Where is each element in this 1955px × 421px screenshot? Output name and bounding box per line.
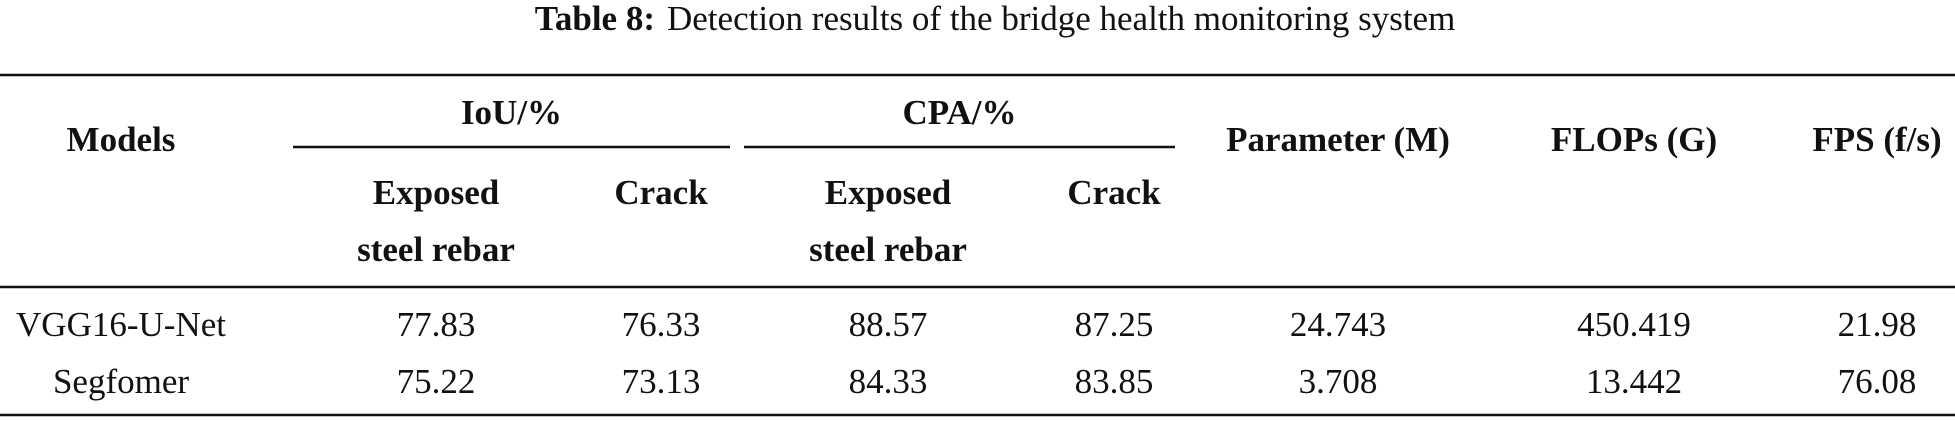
table-cell: 84.33 bbox=[849, 362, 928, 401]
table-cell: 75.22 bbox=[397, 362, 476, 401]
header-cell: Exposed bbox=[825, 173, 952, 212]
table-cell: 77.83 bbox=[397, 305, 476, 344]
header-cell: Crack bbox=[1067, 173, 1161, 212]
table-cell: 3.708 bbox=[1299, 362, 1378, 401]
table-cell: 76.08 bbox=[1838, 362, 1917, 401]
header-cell: steel rebar bbox=[809, 230, 967, 269]
caption-label: Table 8: bbox=[535, 0, 655, 38]
header-cell: Models bbox=[67, 120, 176, 159]
group-header: IoU/% bbox=[461, 93, 562, 132]
table-cell: 88.57 bbox=[849, 305, 928, 344]
header-cell: Parameter (M) bbox=[1226, 120, 1450, 159]
table-cell: VGG16-U-Net bbox=[16, 305, 226, 344]
table-cell: 21.98 bbox=[1838, 305, 1917, 344]
table-cell: 24.743 bbox=[1290, 305, 1386, 344]
header-cell: Exposed bbox=[373, 173, 500, 212]
table-cell: 450.419 bbox=[1577, 305, 1691, 344]
table-cell: Segfomer bbox=[53, 362, 189, 401]
table-cell: 13.442 bbox=[1586, 362, 1682, 401]
header-cell: Crack bbox=[614, 173, 708, 212]
table-cell: 83.85 bbox=[1075, 362, 1154, 401]
header-cell: FLOPs (G) bbox=[1551, 120, 1717, 159]
table-cell: 87.25 bbox=[1075, 305, 1154, 344]
header-cell: steel rebar bbox=[357, 230, 515, 269]
table-cell: 73.13 bbox=[622, 362, 701, 401]
caption-text: Detection results of the bridge health m… bbox=[667, 0, 1455, 38]
group-header: CPA/% bbox=[902, 93, 1016, 132]
header-cell: FPS (f/s) bbox=[1812, 120, 1941, 159]
table-cell: 76.33 bbox=[622, 305, 701, 344]
